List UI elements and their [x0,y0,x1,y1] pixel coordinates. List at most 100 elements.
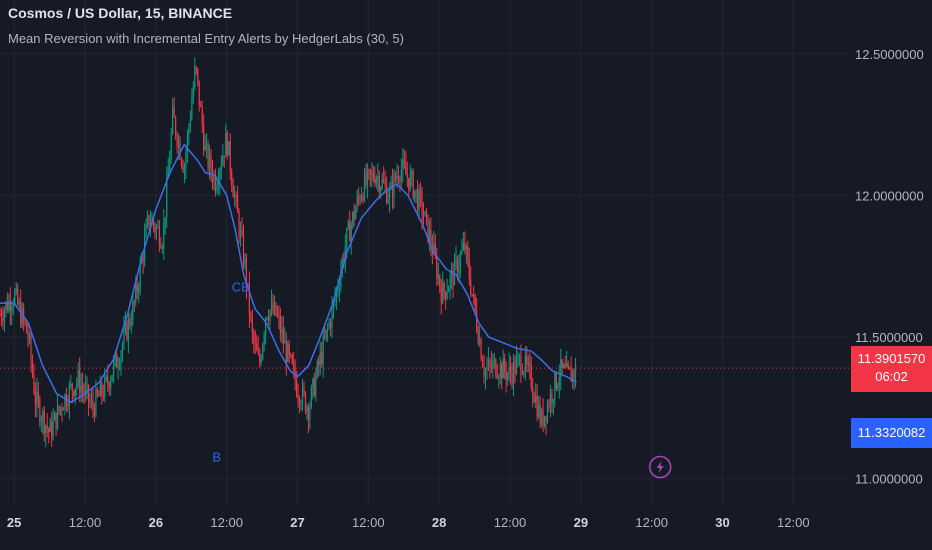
candle-body [79,369,81,393]
candle-body [481,359,484,367]
candle-body [90,400,93,403]
candle-body [23,308,25,321]
candle-body [219,170,221,183]
signal-label: B [212,450,221,465]
candle-body [164,217,166,223]
candle-body [157,226,159,228]
candle-body [86,385,88,388]
candle-body [448,288,450,293]
price-tick-label: 11.5000000 [855,330,923,345]
price-tick-label: 12.5000000 [855,47,924,62]
candle-body [135,284,137,302]
candle-body [298,398,301,405]
candle-body [30,335,32,361]
lightning-bolt-glyph [656,461,664,473]
candle-body [430,229,432,246]
candle-body [476,310,478,330]
candle-body [113,361,115,376]
candle-body [386,185,388,203]
candle-body [25,323,28,334]
candle-body [468,259,470,279]
candle-body [425,211,428,215]
candle-body [33,374,35,394]
candle-body [520,355,522,373]
candle-body [71,383,73,391]
indicator-legend[interactable]: Mean Reversion with Incremental Entry Al… [8,31,404,46]
candle-body [259,354,261,363]
candle-body [530,365,532,388]
candle-body [546,404,549,421]
candle-body [132,301,134,323]
candle-body [55,412,57,429]
candle-body [527,362,529,365]
candle-body [489,360,491,365]
candle-body [322,336,324,364]
candle-body [73,390,75,396]
time-tick-label: 27 [290,515,304,530]
candle-body [49,421,51,433]
candle-body [561,359,563,368]
candle-body [139,263,141,288]
candle-body [56,405,59,429]
candle-body [273,302,276,313]
candle-body [504,358,506,372]
symbol-title[interactable]: Cosmos / US Dollar, 15, BINANCE [8,5,233,21]
candle-body [552,399,554,403]
candle-body [31,360,34,375]
candle-body [554,372,556,400]
candle-body [256,343,258,351]
candle-body [166,178,168,218]
candle-body [542,410,544,426]
candle-body [226,132,228,156]
candle-body [200,105,202,107]
candle-body [89,402,91,404]
candle-body [508,366,510,373]
candle-body [39,400,41,423]
time-scale[interactable]: 25 12:00 26 12:00 27 12:00 28 12:00 29 12:00 30 12:… [7,515,810,530]
candle-body [558,377,560,386]
candle-body [563,365,565,368]
candle-body [390,181,392,190]
candle-body [470,278,472,294]
candle-body [108,383,110,389]
candle-body [377,176,379,179]
candle-body [195,67,197,69]
candle-body [408,177,410,190]
candle-body [573,370,575,378]
candle-body [523,371,525,374]
candle-body [374,179,376,184]
candle-body [270,303,273,311]
candle-body [529,362,531,366]
candle-body [170,133,172,160]
candle-body [152,219,155,226]
candle-body [371,172,373,175]
candle-body [570,369,572,382]
candle-body [284,340,286,344]
candle-body [83,390,85,395]
candle-body [0,314,3,319]
candle-body [160,245,162,248]
candle-body [222,155,224,166]
candle-body [238,212,240,237]
candle-body [490,364,493,369]
candle-body [539,404,541,424]
candle-body [235,195,237,197]
candle-body [355,209,357,220]
candle-body [17,288,19,304]
lightning-alert-icon[interactable] [648,455,672,479]
candle-body [20,302,22,325]
candle-body [571,370,574,382]
time-tick-label: 30 [715,515,729,530]
candle-body [391,181,394,198]
price-scale[interactable]: 12.5000000 12.0000000 11.5000000 11.0000000 [855,47,924,487]
candle-body [309,407,311,420]
candle-body [207,144,209,168]
candle-body [136,284,138,292]
candle-body [403,160,405,166]
candle-body [380,187,382,192]
candle-body [276,314,279,316]
candle-body [458,266,460,274]
candle-body [64,394,66,410]
candle-body [8,300,10,311]
